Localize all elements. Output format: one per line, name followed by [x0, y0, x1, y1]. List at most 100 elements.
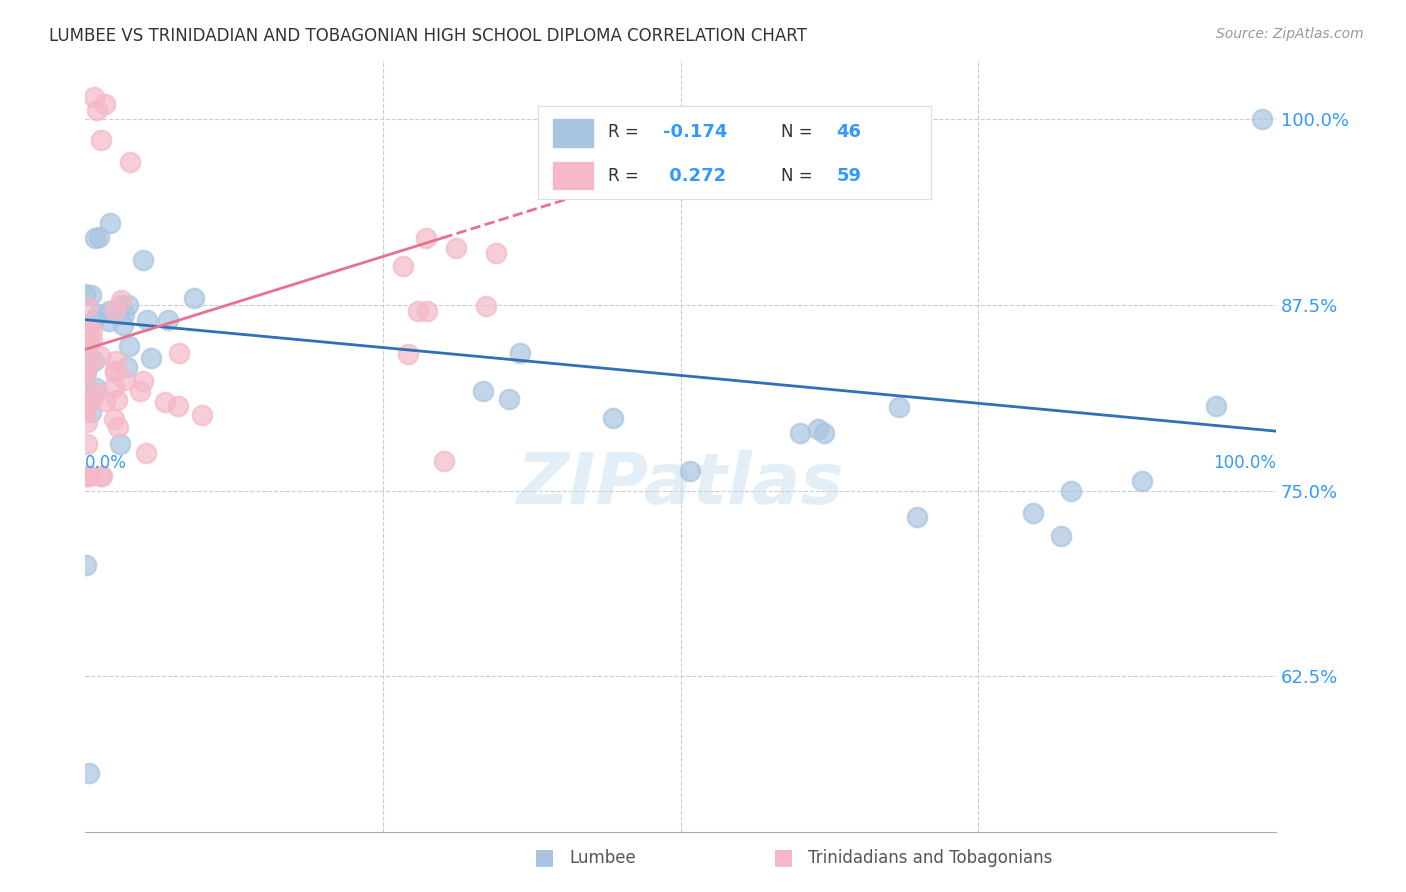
Point [679, 464, 702, 478]
Point [76, 468, 98, 483]
Point [807, 422, 830, 436]
Point [104, 354, 127, 368]
Point [75, 365, 97, 379]
Point [90, 468, 112, 483]
Text: LUMBEE VS TRINIDADIAN AND TOBAGONIAN HIGH SCHOOL DIPLOMA CORRELATION CHART: LUMBEE VS TRINIDADIAN AND TOBAGONIAN HIG… [49, 27, 807, 45]
Text: ZIPatlas: ZIPatlas [517, 450, 845, 519]
Point [75, 335, 97, 350]
Point [75, 401, 97, 415]
Point [108, 437, 131, 451]
Point [76, 415, 98, 429]
Point [75, 381, 97, 395]
Point [75, 351, 97, 366]
Point [509, 345, 531, 359]
Point [112, 318, 135, 332]
Point [183, 291, 205, 305]
Point [107, 420, 129, 434]
Point [75, 343, 97, 358]
Point [94, 97, 117, 112]
Point [77, 766, 100, 780]
Point [396, 347, 419, 361]
Point [90, 468, 112, 483]
Point [115, 359, 138, 374]
Point [80, 288, 103, 302]
Text: 0.0%: 0.0% [86, 454, 127, 472]
Point [1049, 528, 1071, 542]
Point [80, 334, 103, 348]
Point [136, 312, 159, 326]
Point [112, 307, 135, 321]
Point [472, 384, 495, 398]
Point [1059, 483, 1081, 498]
Point [117, 298, 139, 312]
Text: Trinidadians and Tobagonians: Trinidadians and Tobagonians [808, 849, 1053, 867]
Point [75, 468, 97, 483]
Point [110, 298, 132, 312]
Point [408, 304, 430, 318]
Point [129, 384, 152, 398]
Point [83, 313, 105, 327]
Point [79, 468, 101, 483]
Point [82, 390, 104, 404]
Point [75, 558, 97, 572]
Point [83, 90, 105, 104]
Point [485, 245, 508, 260]
Point [76, 300, 98, 314]
Text: ■: ■ [773, 847, 794, 867]
Point [190, 409, 212, 423]
Point [132, 253, 155, 268]
Point [1251, 112, 1274, 126]
Text: 100.0%: 100.0% [1213, 454, 1277, 472]
Point [169, 346, 191, 360]
Point [75, 330, 97, 344]
Point [76, 468, 98, 483]
Point [789, 425, 811, 440]
Point [77, 323, 100, 337]
Point [79, 355, 101, 369]
Point [75, 332, 97, 346]
Point [80, 323, 103, 337]
Point [75, 368, 97, 383]
Point [89, 349, 111, 363]
Point [103, 412, 125, 426]
Point [104, 303, 127, 318]
Text: ■: ■ [534, 847, 555, 867]
Point [118, 339, 141, 353]
Point [813, 425, 835, 440]
Point [79, 334, 101, 349]
Point [84, 381, 107, 395]
Point [1022, 506, 1045, 520]
Point [103, 380, 125, 394]
Point [94, 394, 117, 409]
Point [141, 351, 163, 365]
Point [132, 374, 155, 388]
Point [110, 293, 132, 308]
Point [1130, 474, 1153, 488]
Point [80, 405, 103, 419]
Point [1205, 399, 1227, 413]
Point [905, 509, 928, 524]
Point [433, 454, 456, 468]
Point [98, 217, 121, 231]
Point [89, 132, 111, 146]
Point [118, 154, 141, 169]
Point [887, 400, 910, 414]
Point [498, 392, 520, 406]
Point [83, 231, 105, 245]
Point [75, 287, 97, 301]
Point [602, 410, 624, 425]
Point [166, 400, 188, 414]
Point [474, 299, 496, 313]
Point [84, 385, 107, 400]
Point [86, 103, 108, 117]
Point [75, 405, 97, 419]
Point [444, 241, 467, 255]
Point [83, 354, 105, 368]
Point [75, 364, 97, 378]
Point [114, 373, 136, 387]
Point [391, 260, 413, 274]
Text: Source: ZipAtlas.com: Source: ZipAtlas.com [1216, 27, 1364, 41]
Point [105, 392, 128, 407]
Point [157, 312, 180, 326]
Point [103, 364, 125, 378]
